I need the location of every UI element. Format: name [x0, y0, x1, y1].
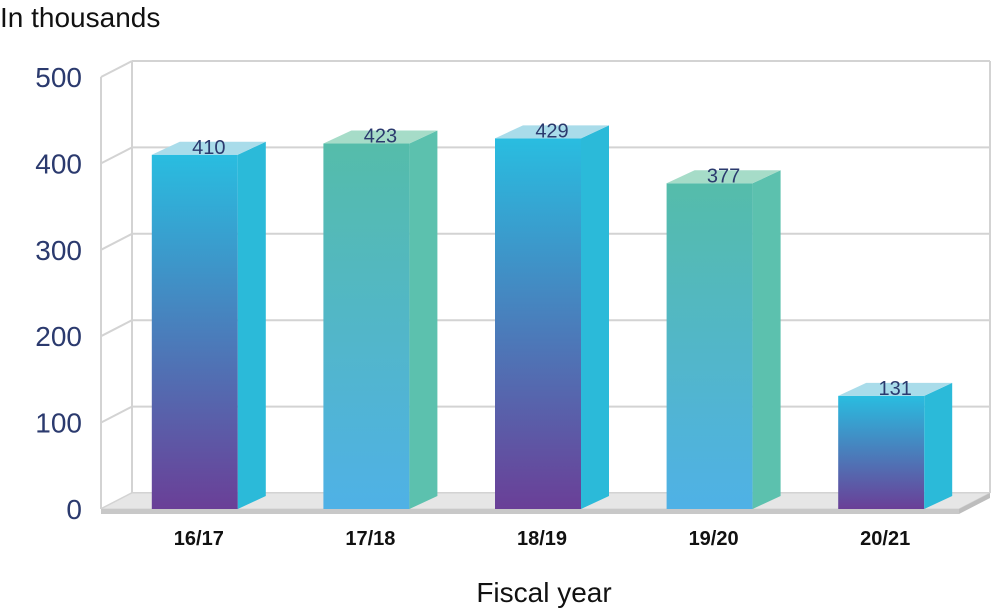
bar-front [151, 154, 238, 509]
bar-top [151, 141, 266, 155]
gridline-depth-400 [100, 146, 133, 165]
floor-front-edge [101, 509, 959, 514]
x-tick-label: 17/18 [345, 528, 395, 550]
y-tick-label: 0 [66, 494, 82, 525]
x-axis-title: Fiscal year [476, 577, 611, 608]
y-tick-label: 200 [35, 321, 82, 352]
floor-side-edge [959, 493, 990, 514]
bar-19/20: 377 [666, 165, 781, 509]
bar-side [752, 170, 781, 509]
data-label: 377 [707, 165, 740, 187]
bars: 410 423 429 377 131 [151, 120, 953, 510]
bar-top [495, 125, 609, 139]
bar-front [666, 183, 753, 509]
x-axis-ticks: 16/17 17/18 18/19 19/20 20/21 [174, 528, 910, 550]
x-tick-label: 20/21 [860, 528, 910, 550]
y-tick-label: 400 [35, 148, 82, 179]
bar-side [924, 382, 953, 509]
bar-front [495, 138, 581, 509]
data-label: 410 [192, 137, 225, 159]
bar-side [237, 141, 266, 509]
bar-top [666, 170, 781, 184]
gridline-depth-500 [100, 60, 133, 78]
bar-top [838, 382, 953, 396]
bar-17/18: 423 [323, 126, 438, 509]
x-tick-label: 16/17 [174, 528, 224, 550]
bar-side [581, 125, 609, 510]
y-tick-label: 100 [35, 408, 82, 439]
y-axis-ticks: 0 100 200 300 400 500 [35, 62, 82, 525]
unit-label: In thousands [0, 2, 160, 33]
gridline-depth-300 [100, 232, 133, 251]
bar-front [323, 143, 410, 509]
gridline-depth-100 [100, 405, 133, 424]
data-label: 429 [535, 120, 568, 142]
y-tick-label: 300 [35, 235, 82, 266]
y-tick-label: 500 [35, 62, 82, 93]
data-label: 131 [879, 378, 912, 400]
x-tick-label: 18/19 [517, 528, 567, 550]
data-label: 423 [364, 126, 397, 148]
bar-top [323, 130, 438, 144]
bar-side [409, 130, 438, 509]
bar-18/19: 429 [495, 120, 609, 510]
chart-frame [100, 61, 991, 509]
gridline-depth-200 [100, 319, 133, 338]
x-tick-label: 19/20 [689, 528, 739, 550]
bar-20/21: 131 [838, 378, 953, 509]
bar-front [838, 395, 925, 509]
bar-16/17: 410 [151, 137, 266, 509]
